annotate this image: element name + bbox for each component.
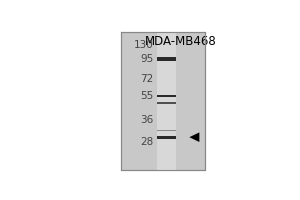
Bar [157, 95, 176, 97]
Polygon shape [189, 132, 200, 142]
Text: 130: 130 [134, 40, 154, 50]
Text: 36: 36 [140, 115, 154, 125]
Bar [121, 32, 205, 170]
Bar [157, 32, 176, 170]
Text: 28: 28 [140, 137, 154, 147]
Bar [157, 102, 176, 104]
Bar [157, 130, 176, 131]
Bar [157, 136, 176, 139]
Text: MDA-MB468: MDA-MB468 [145, 35, 217, 48]
Text: 95: 95 [140, 54, 154, 64]
Text: 55: 55 [140, 91, 154, 101]
Bar [157, 57, 176, 61]
Text: 72: 72 [140, 74, 154, 84]
